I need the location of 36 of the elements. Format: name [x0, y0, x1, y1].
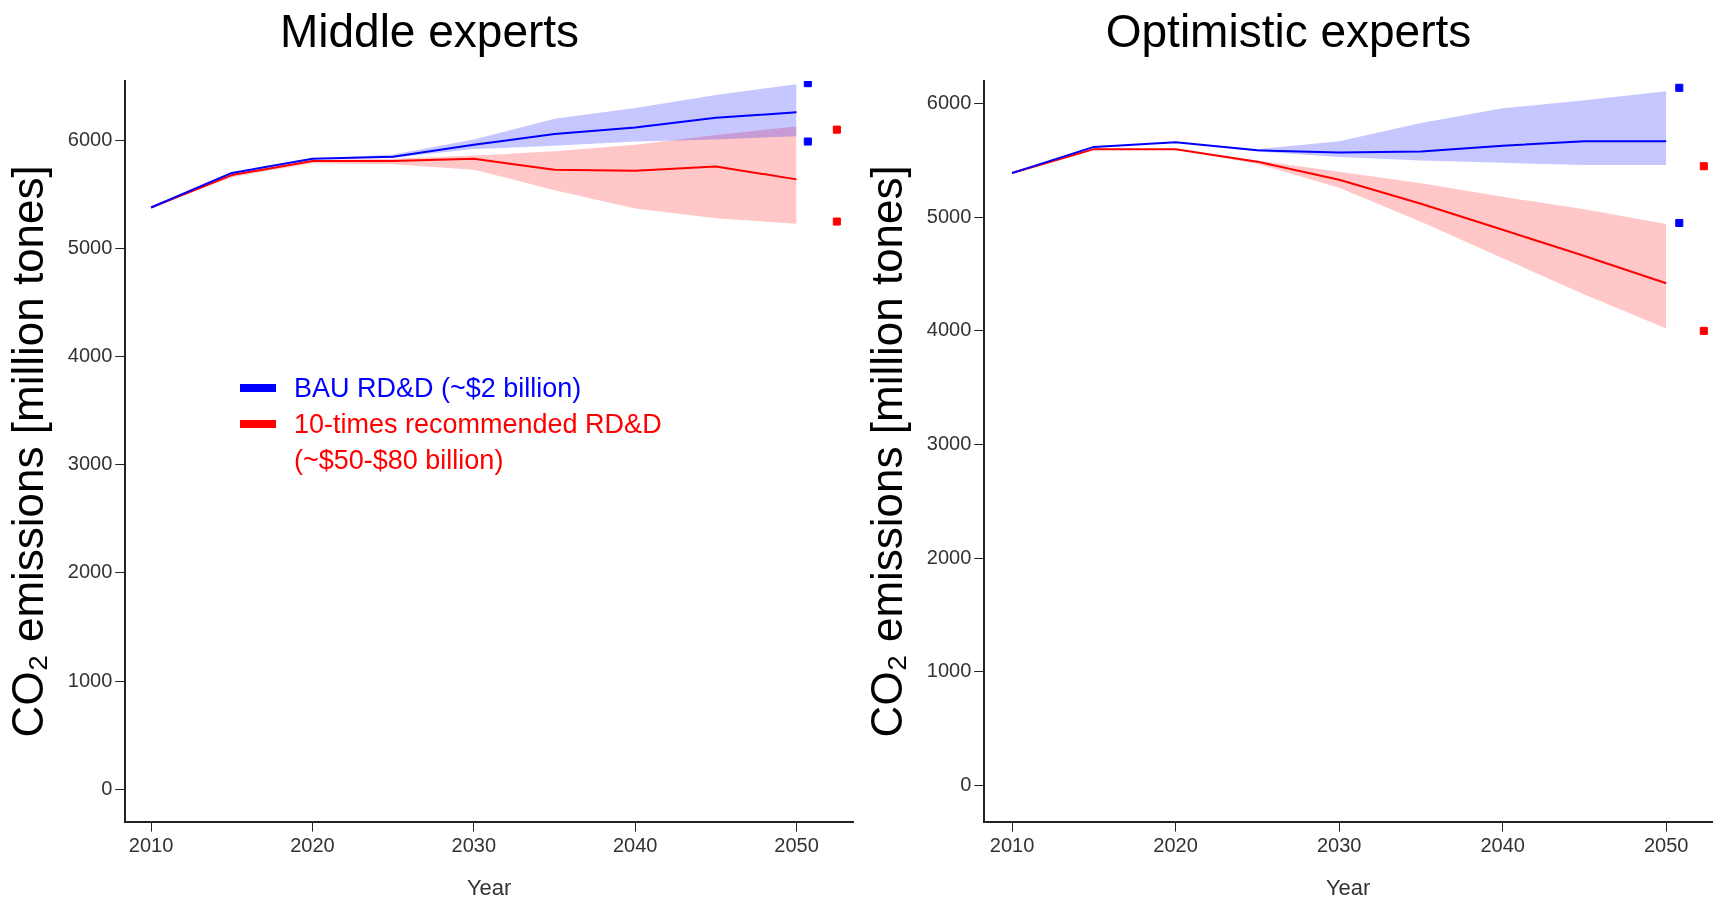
x-tick-label: 2010 — [989, 834, 1035, 857]
y-tick-label: 0 — [960, 772, 972, 795]
x-tick-label: 2010 — [128, 834, 174, 857]
chart-title: Middle experts — [278, 4, 581, 59]
point — [803, 137, 812, 146]
x-tick-label: 2030 — [1316, 834, 1362, 857]
x-axis-title: Year — [466, 874, 512, 900]
legend-label: 10-times recommended RD&D (~$50-$80 billion) — [294, 408, 662, 477]
y-tick-label: 6000 — [926, 91, 972, 114]
y-tick-label: 6000 — [67, 127, 113, 150]
x-tick-label: 2020 — [1153, 834, 1198, 857]
y-tick-label: 4000 — [926, 318, 972, 341]
x-tick-label: 2040 — [612, 834, 658, 857]
y-tick-label: 0 — [101, 776, 113, 799]
point — [803, 81, 812, 88]
y-axis-title: CO₂ emissions [million tones] — [2, 165, 52, 738]
y-tick-label: 1000 — [926, 659, 972, 682]
y-tick-label: 3000 — [926, 432, 972, 454]
point — [832, 217, 841, 226]
x-tick-label: 2040 — [1480, 834, 1525, 857]
x-axis-title: Year — [1325, 874, 1371, 900]
point — [832, 125, 841, 134]
x-tick-label: 2030 — [451, 834, 497, 857]
y-tick-label: 3000 — [67, 452, 113, 475]
x-tick-label: 2020 — [290, 834, 335, 857]
y-axis-title: CO₂ emissions [million tones] — [861, 165, 911, 738]
y-tick-label: 5000 — [926, 204, 972, 227]
legend-label: BAU RD&D (~$2 billion) — [294, 372, 582, 405]
chart-title: Optimistic experts — [1104, 4, 1473, 59]
y-tick-label: 5000 — [67, 236, 113, 259]
x-tick-label: 2050 — [1643, 834, 1689, 857]
y-tick-label: 1000 — [67, 668, 113, 691]
y-tick-label: 2000 — [67, 560, 113, 583]
y-tick-label: 4000 — [67, 344, 113, 367]
x-tick-label: 2050 — [774, 834, 819, 857]
y-tick-label: 2000 — [926, 545, 972, 568]
